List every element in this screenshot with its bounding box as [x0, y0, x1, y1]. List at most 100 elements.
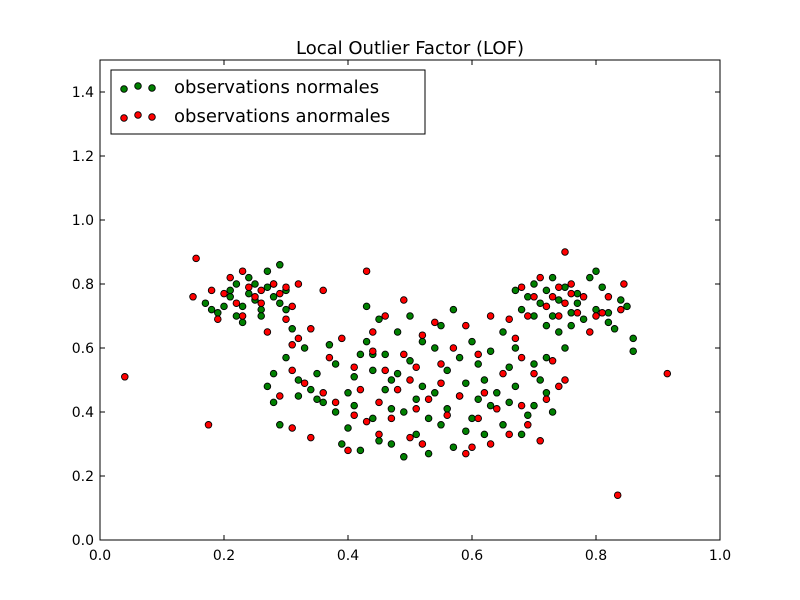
data-point [486, 347, 495, 355]
data-point [474, 395, 482, 403]
data-point [486, 440, 495, 448]
data-point [613, 491, 622, 499]
data-point [598, 309, 606, 317]
data-point [362, 337, 371, 346]
data-point [263, 283, 272, 291]
data-point [214, 309, 222, 317]
data-point [573, 299, 582, 307]
data-point [493, 405, 501, 413]
data-point [548, 312, 557, 320]
data-point [288, 341, 296, 349]
data-point [524, 411, 532, 419]
x-tick-label: 0.4 [337, 548, 359, 564]
axis-ticks: 0.0 0.2 0.4 0.6 0.8 1.0 0.0 0.2 0.4 0.6 0.8 1.0 1.2 1… [72, 60, 731, 564]
data-point [387, 376, 396, 384]
data-point [542, 353, 551, 362]
data-point [499, 369, 507, 378]
data-point [548, 357, 557, 365]
data-point [437, 360, 445, 368]
data-point [573, 309, 582, 317]
y-tick-label: 0.8 [72, 277, 94, 293]
data-point [381, 366, 389, 375]
data-point [511, 286, 520, 295]
legend-marker-1 [134, 111, 142, 119]
data-point [663, 369, 672, 378]
data-point [592, 267, 600, 275]
data-point [517, 283, 526, 291]
data-point [629, 334, 637, 343]
legend-marker-1 [148, 113, 156, 121]
data-point [431, 318, 439, 327]
data-point [257, 286, 265, 295]
data-point [536, 437, 544, 445]
data-point [207, 305, 216, 314]
data-point [307, 433, 315, 442]
data-point [350, 363, 358, 371]
data-point [536, 299, 544, 307]
data-point [226, 286, 234, 295]
data-point [511, 382, 520, 391]
data-point [276, 421, 284, 429]
data-point [505, 363, 513, 371]
data-point [567, 289, 575, 298]
data-point [251, 293, 259, 301]
data-point [288, 302, 296, 311]
plot-frame [99, 59, 721, 541]
legend-marker-1 [120, 114, 128, 122]
data-point [437, 321, 445, 330]
data-point [257, 299, 265, 307]
series-1-points [121, 248, 672, 499]
data-point [350, 373, 358, 381]
chart-title: Local Outlier Factor (LOF) [296, 38, 524, 59]
data-point [623, 302, 631, 311]
data-point [486, 401, 495, 410]
data-point [331, 360, 340, 368]
data-point [412, 395, 420, 403]
data-point [400, 350, 408, 359]
data-point [400, 296, 408, 304]
data-point [400, 453, 408, 461]
data-point [418, 337, 427, 346]
data-point [530, 280, 538, 288]
data-point [393, 385, 402, 394]
data-point [375, 430, 383, 439]
legend: observations normales observations anorm… [110, 69, 426, 135]
data-point [561, 344, 569, 352]
data-point [381, 312, 389, 320]
data-point [443, 405, 451, 413]
data-point [269, 293, 278, 301]
data-point [610, 325, 619, 333]
data-point [362, 267, 371, 275]
data-point [424, 449, 433, 458]
data-point [288, 366, 296, 375]
data-point [350, 411, 358, 419]
data-point [542, 286, 551, 295]
x-tick-label: 0.0 [89, 548, 111, 564]
legend-box [110, 69, 426, 135]
data-point [511, 334, 520, 343]
data-point [468, 414, 476, 423]
data-point [319, 389, 327, 397]
data-point [406, 357, 414, 365]
data-point [387, 405, 396, 413]
data-point [530, 360, 538, 368]
legend-label-normales: observations normales [174, 77, 379, 98]
data-point [282, 353, 290, 362]
data-point [251, 280, 259, 288]
data-point [536, 376, 544, 384]
data-point [362, 417, 371, 426]
data-point [232, 312, 241, 320]
data-point [462, 449, 470, 458]
data-point [238, 318, 247, 327]
data-point [269, 369, 278, 378]
data-point [362, 302, 371, 311]
data-point [204, 421, 213, 429]
data-point [480, 376, 489, 384]
data-point [406, 312, 414, 320]
data-point [307, 385, 315, 394]
data-point [567, 309, 575, 317]
data-point [536, 273, 544, 282]
points-layer [121, 248, 672, 499]
data-point [604, 293, 613, 301]
data-point [530, 293, 538, 301]
